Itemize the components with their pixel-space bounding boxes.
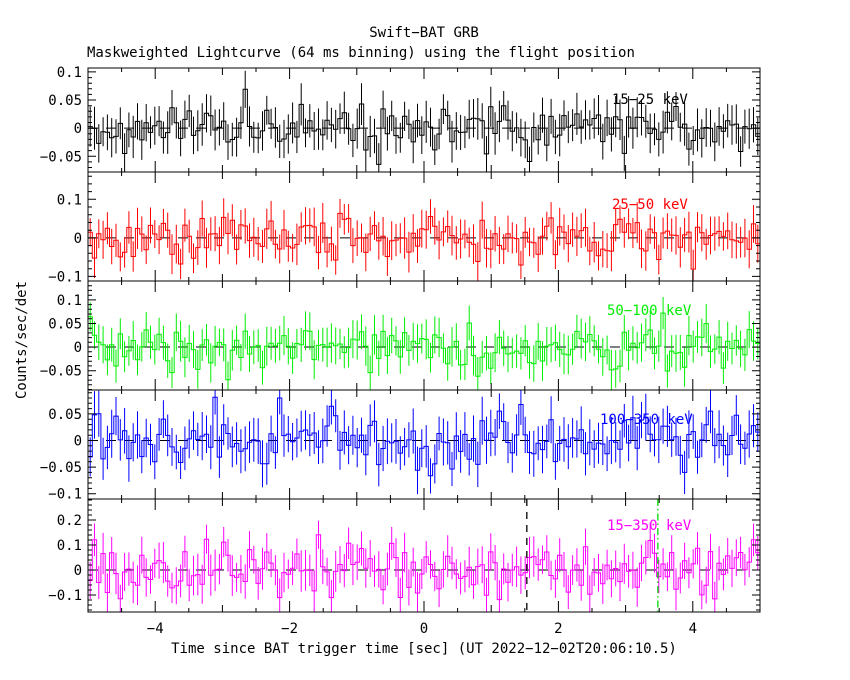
y-axis-title: Counts/sec/det (14, 280, 30, 400)
y-tick-label: 0 (74, 340, 82, 356)
y-tick-label: −0.05 (40, 149, 82, 165)
x-tick-label: 2 (554, 621, 562, 637)
panel-data-4 (88, 499, 760, 612)
y-tick-label: 0 (74, 563, 82, 579)
y-tick-label: −0.1 (48, 269, 82, 285)
x-tick-label: 0 (420, 621, 428, 637)
y-tick-label: −0.1 (48, 487, 82, 503)
x-axis-title: Time since BAT trigger time [sec] (UT 20… (171, 641, 677, 657)
y-tick-label: 0 (74, 121, 82, 137)
panel-ticks (87, 499, 761, 612)
y-tick-label: 0.1 (57, 65, 82, 81)
panel-data-2 (88, 297, 760, 390)
step-lightcurve (88, 534, 760, 601)
panel-ticks (87, 172, 761, 281)
step-lightcurve (88, 212, 760, 270)
x-tick-label: −2 (281, 621, 298, 637)
page-title: Swift−BAT GRB (369, 25, 479, 41)
y-tick-label: −0.05 (40, 460, 82, 476)
y-tick-label: 0.05 (48, 93, 82, 109)
y-tick-label: −0.05 (40, 364, 82, 380)
x-tick-label: 4 (689, 621, 697, 637)
panel-ticks (87, 390, 761, 500)
y-tick-label: 0.1 (57, 192, 82, 208)
panel-ticks (87, 68, 761, 172)
step-lightcurve (88, 396, 760, 477)
step-lightcurve (88, 88, 760, 165)
energy-band-label-100-350-kev: 100−350 keV (600, 412, 693, 428)
x-tick-label: −4 (147, 621, 164, 637)
y-tick-label: 0.2 (57, 513, 82, 529)
energy-band-label-15-25-kev: 15−25 keV (612, 92, 688, 108)
y-tick-label: 0.05 (48, 316, 82, 332)
y-tick-label: 0 (74, 231, 82, 247)
y-tick-label: −0.1 (48, 588, 82, 604)
panel-data-3 (88, 390, 760, 495)
plot-subtitle: Maskweighted Lightcurve (64 ms binning) … (87, 45, 635, 61)
energy-band-label-25-50-kev: 25−50 keV (612, 197, 688, 213)
y-tick-label: 0.1 (57, 538, 82, 554)
panel-data-1 (88, 198, 760, 281)
step-lightcurve (88, 312, 760, 381)
y-tick-label: 0.1 (57, 293, 82, 309)
y-tick-label: 0 (74, 434, 82, 450)
y-tick-label: 0.05 (48, 407, 82, 423)
energy-band-label-50-100-kev: 50−100 keV (607, 303, 692, 319)
energy-band-label-15-350-kev: 15−350 keV (607, 518, 692, 534)
panel-data-0 (88, 70, 760, 172)
